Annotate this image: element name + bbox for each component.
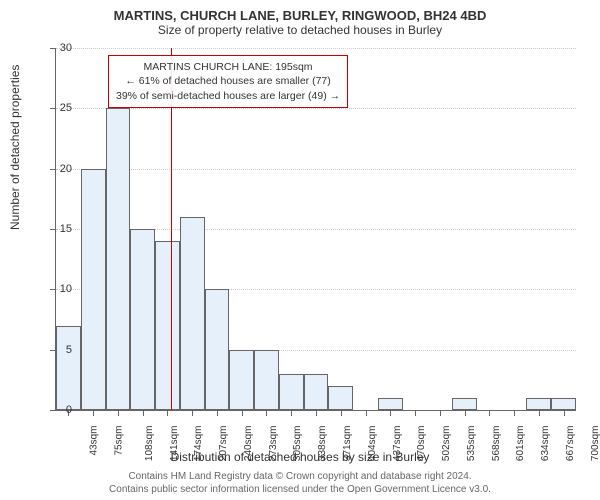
histogram-bar (229, 350, 254, 410)
chart-footer: Contains HM Land Registry data © Crown c… (0, 470, 600, 496)
histogram-bar (452, 398, 477, 410)
y-tick-label: 5 (42, 344, 72, 356)
x-tick (366, 410, 367, 416)
histogram-bar (56, 326, 81, 410)
x-tick (489, 410, 490, 416)
histogram-bar (526, 398, 551, 410)
histogram-bar (328, 386, 353, 410)
histogram-bar (130, 229, 155, 410)
x-tick (291, 410, 292, 416)
x-tick-label: 207sqm (218, 426, 229, 462)
x-tick (167, 410, 168, 416)
histogram-bar (551, 398, 576, 410)
x-tick (217, 410, 218, 416)
histogram-bar (106, 108, 131, 410)
chart-subtitle: Size of property relative to detached ho… (0, 23, 600, 41)
x-tick (316, 410, 317, 416)
x-tick-label: 535sqm (466, 426, 477, 462)
plot-area: MARTINS CHURCH LANE: 195sqm← 61% of deta… (55, 48, 576, 411)
annotation-line: MARTINS CHURCH LANE: 195sqm (116, 60, 340, 74)
y-tick-label: 20 (42, 163, 72, 175)
gridline (56, 48, 576, 49)
x-tick-label: 502sqm (441, 426, 452, 462)
gridline (56, 108, 576, 109)
x-tick (266, 410, 267, 416)
x-tick-label: 338sqm (317, 426, 328, 462)
x-tick-label: 240sqm (243, 426, 254, 462)
chart-title: MARTINS, CHURCH LANE, BURLEY, RINGWOOD, … (0, 0, 600, 23)
chart-container: MARTINS, CHURCH LANE, BURLEY, RINGWOOD, … (0, 0, 600, 500)
footer-line-1: Contains HM Land Registry data © Crown c… (0, 470, 600, 483)
x-tick (242, 410, 243, 416)
histogram-bar (180, 217, 205, 410)
x-tick (440, 410, 441, 416)
histogram-bar (81, 169, 106, 410)
x-tick-label: 108sqm (144, 426, 155, 462)
annotation-line: ← 61% of detached houses are smaller (77… (116, 74, 340, 88)
y-tick-label: 0 (42, 404, 72, 416)
annotation-box: MARTINS CHURCH LANE: 195sqm← 61% of deta… (108, 55, 348, 108)
x-tick (465, 410, 466, 416)
x-tick-label: 305sqm (293, 426, 304, 462)
x-tick (390, 410, 391, 416)
x-tick-label: 43sqm (89, 426, 100, 456)
x-tick (564, 410, 565, 416)
y-tick-label: 30 (42, 42, 72, 54)
x-tick-label: 470sqm (416, 426, 427, 462)
x-tick-label: 371sqm (342, 426, 353, 462)
x-tick (539, 410, 540, 416)
x-tick-label: 601sqm (515, 426, 526, 462)
x-tick (192, 410, 193, 416)
histogram-bar (279, 374, 304, 410)
x-tick (415, 410, 416, 416)
histogram-bar (304, 374, 329, 410)
x-tick-label: 273sqm (268, 426, 279, 462)
y-tick-label: 10 (42, 283, 72, 295)
x-tick-label: 634sqm (540, 426, 551, 462)
x-tick-label: 75sqm (114, 426, 125, 456)
histogram-bar (378, 398, 403, 410)
x-tick-label: 404sqm (367, 426, 378, 462)
x-tick-label: 174sqm (194, 426, 205, 462)
x-tick (118, 410, 119, 416)
gridline (56, 169, 576, 170)
x-tick (93, 410, 94, 416)
x-tick-label: 700sqm (590, 426, 600, 462)
x-tick (143, 410, 144, 416)
histogram-bar (155, 241, 180, 410)
annotation-line: 39% of semi-detached houses are larger (… (116, 89, 340, 103)
x-tick (341, 410, 342, 416)
x-tick (514, 410, 515, 416)
y-axis-title: Number of detached properties (8, 65, 22, 230)
x-tick-label: 141sqm (169, 426, 180, 462)
y-tick-label: 25 (42, 102, 72, 114)
x-tick-label: 437sqm (392, 426, 403, 462)
x-tick-label: 568sqm (491, 426, 502, 462)
footer-line-2: Contains public sector information licen… (0, 483, 600, 496)
y-tick-label: 15 (42, 223, 72, 235)
histogram-bar (254, 350, 279, 410)
x-tick-label: 667sqm (565, 426, 576, 462)
histogram-bar (205, 289, 230, 410)
